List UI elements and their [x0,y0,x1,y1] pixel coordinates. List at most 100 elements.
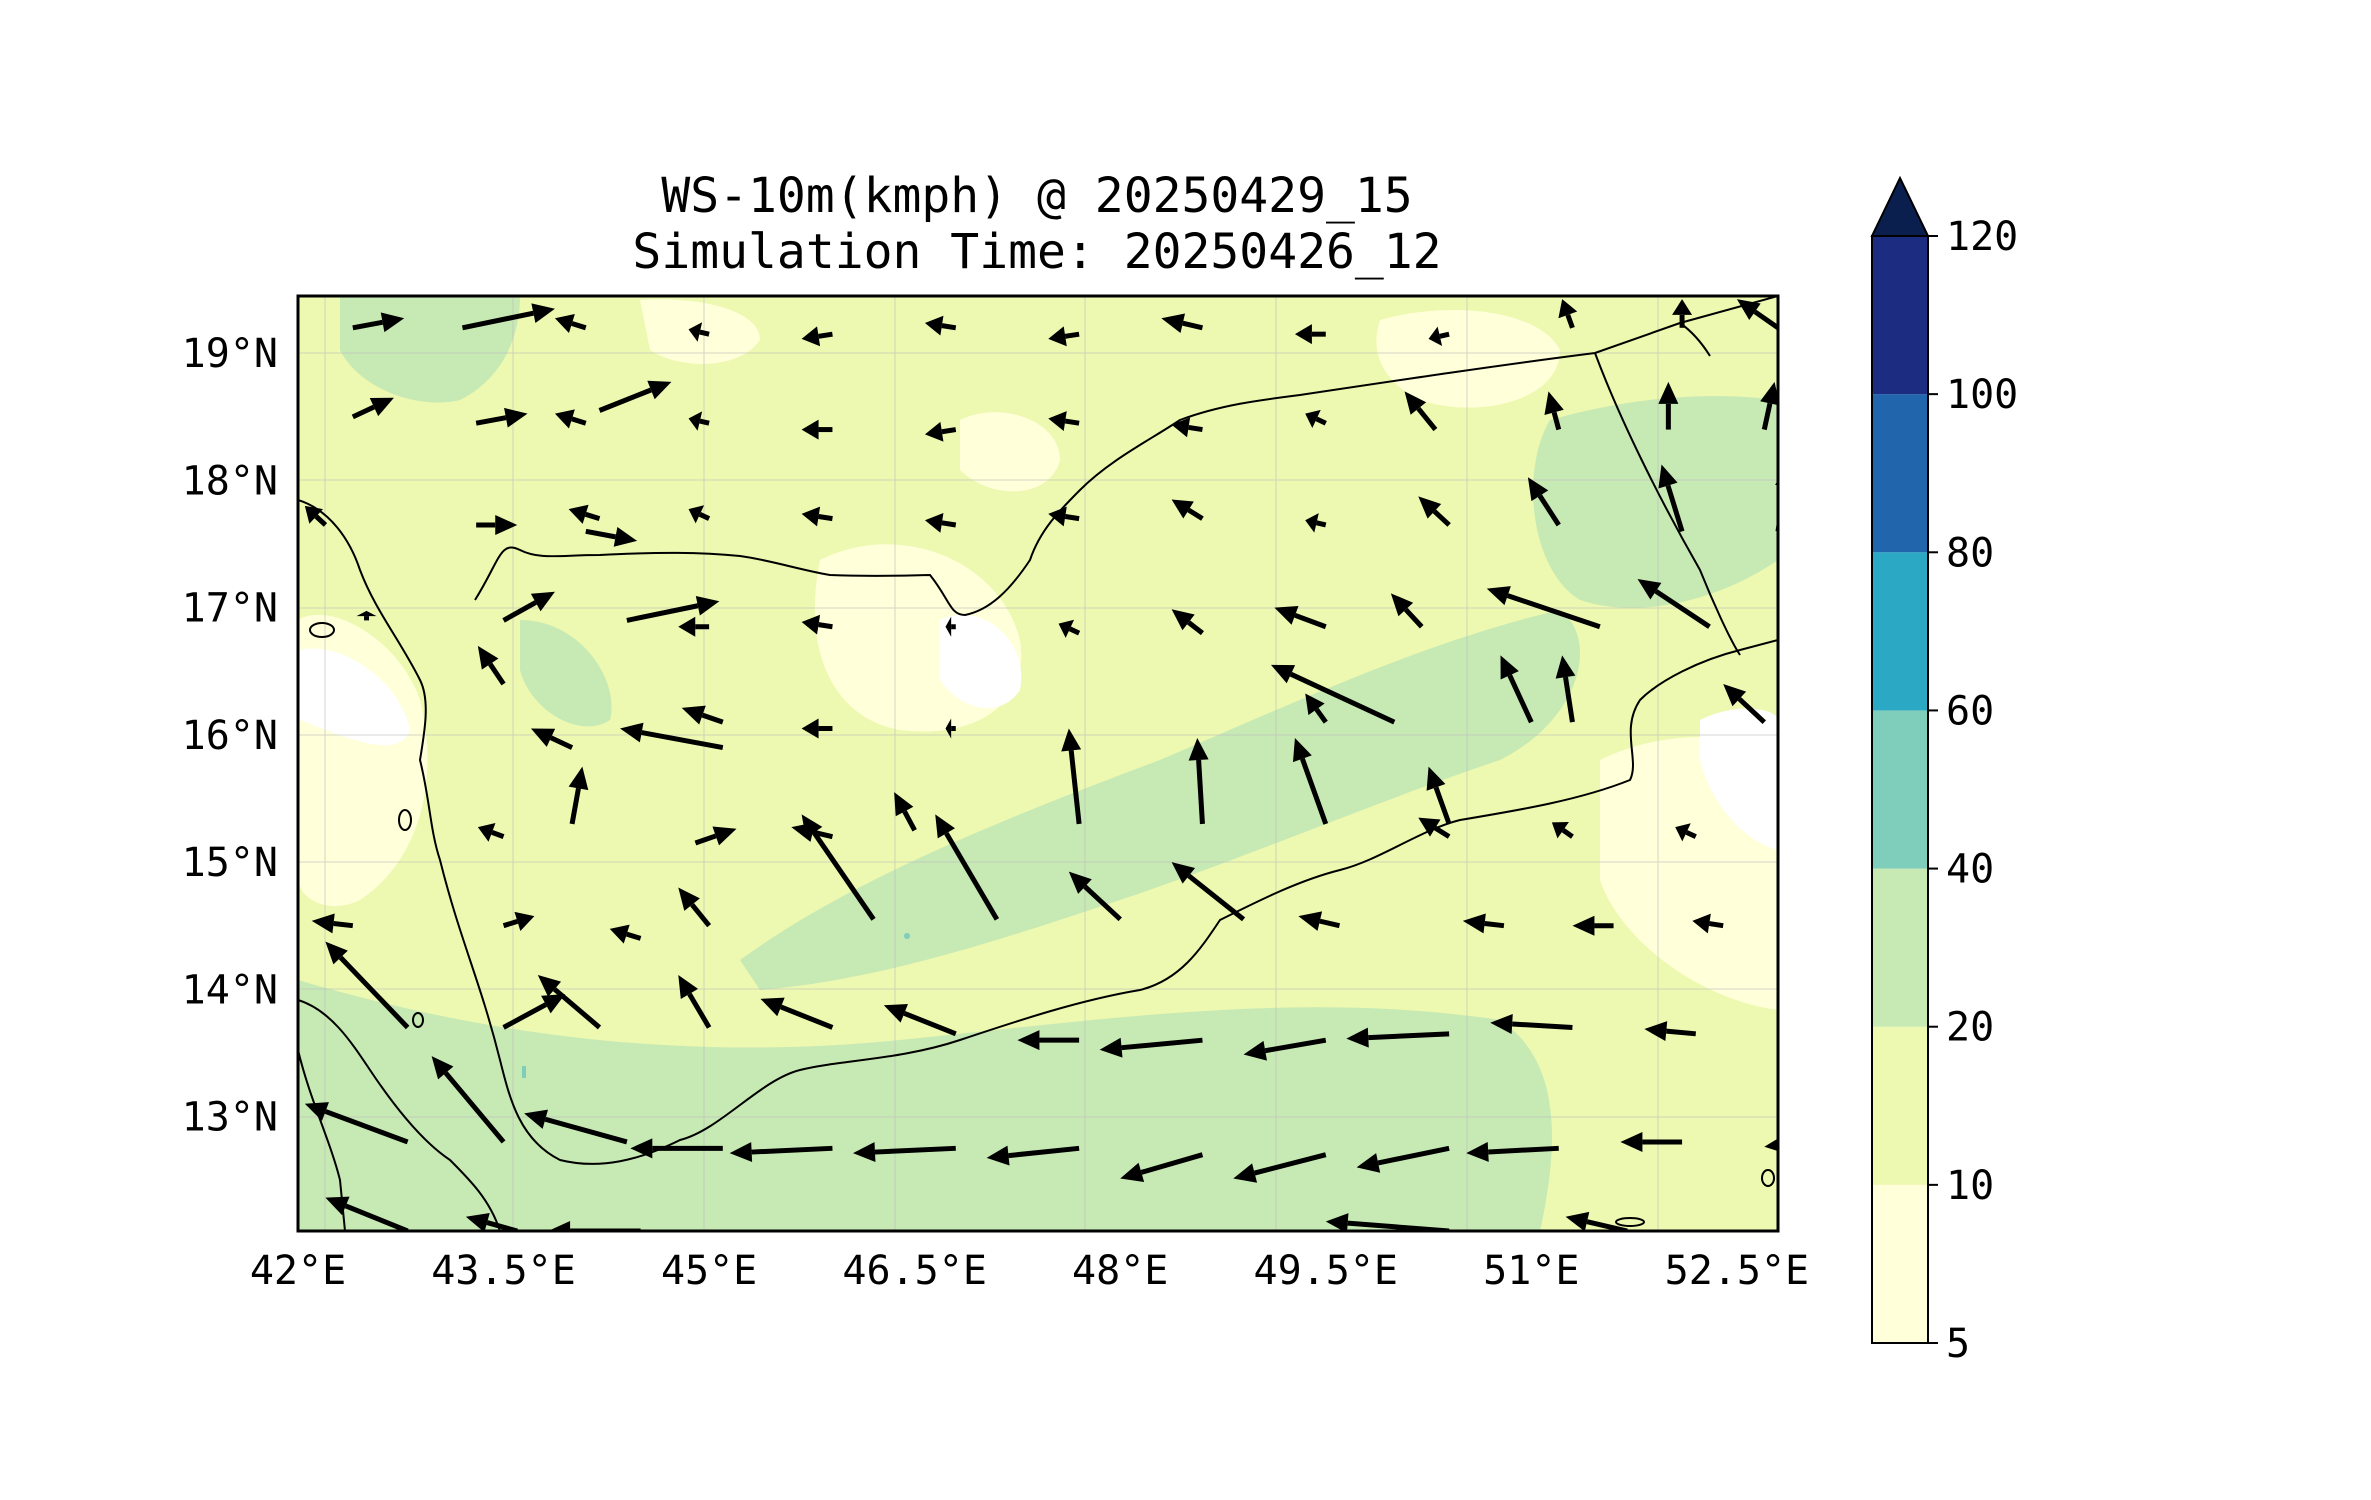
wind-vector-arrow [1390,593,1424,629]
wind-vector-arrow [568,766,589,825]
wind-vector-arrow [1404,391,1438,432]
colorbar: 5 10 20 40 60 80 100 120 [1870,175,2018,1367]
wind-vector-arrow [1418,496,1451,527]
map-title-line2: Simulation Time: 20250426_12 [632,224,1441,280]
wind-vector-arrow [678,974,712,1029]
lat-tick-label: 18°N [182,458,278,504]
wind-vector-arrow [801,419,833,440]
wind-vector-arrow [477,645,506,686]
colorbar-tick-label: 60 [1946,688,1994,734]
lon-tick-label: 48°E [1072,1248,1168,1294]
wind-vector-arrow [1305,693,1328,724]
wind-vector-arrow [924,421,957,442]
wind-vector-arrow [477,822,505,842]
wind-vector-arrow [626,595,720,623]
wind-vector-arrow [1764,1138,1778,1152]
wind-vector-arrow [530,728,574,750]
wind-vector-arrow [1637,579,1711,629]
map-plot-area [298,296,1823,1231]
wind-vector-arrow [1572,915,1614,936]
colorbar-segment [1872,552,1928,711]
wind-vector-arrow [688,411,710,431]
wind-vector-arrow [554,313,587,334]
wind-vector-arrow [630,1138,723,1159]
colorbar-segment [1872,1184,1928,1343]
wind-vector-arrow [924,315,957,336]
wind-vector-arrow [502,994,566,1030]
wind-vector-arrow [894,792,917,832]
wind-vector-arrow [1171,499,1204,521]
wind-vector-arrow [945,616,956,637]
wind-vector-arrow [1048,326,1080,347]
latitude-tick-labels: 19°N 18°N 17°N 16°N 15°N 14°N 13°N [182,331,278,1140]
wind-vector-arrow [1778,1024,1819,1044]
wind-vector-arrow [1527,477,1561,527]
wind-vector-arrow [304,1102,409,1145]
wind-vector-arrow [1120,1152,1204,1183]
wind-vector-arrow [1171,417,1203,438]
wind-speed-spot-40-60 [904,933,910,939]
wind-vector-arrow [1188,738,1209,825]
colorbar-tick-label: 20 [1946,1005,1994,1051]
wind-speed-field-20-40 [298,296,1778,1231]
wind-vector-arrow [475,407,528,428]
wind-vector-arrow [1723,683,1766,724]
wind-vector-arrow [1808,825,1822,840]
lon-tick-label: 46.5°E [842,1248,987,1294]
colorbar-segment [1872,394,1928,553]
map-frame [296,294,1780,1233]
wind-vector-arrow [598,380,672,413]
wind-vector-arrow [356,610,377,621]
wind-vector-arrow [1760,381,1778,431]
wind-vector-arrow [1486,586,1601,630]
wind-vector-arrow [585,527,638,547]
wind-vector-arrow [1544,391,1564,431]
wind-vector-arrow [352,312,405,333]
lat-tick-label: 15°N [182,840,278,886]
lat-tick-label: 13°N [182,1095,278,1141]
wind-vector-arrow [935,814,1000,921]
wind-vector-arrow [678,616,710,637]
colorbar-frame [1871,235,1929,1344]
wind-vector-arrow [1551,821,1574,839]
wind-vector-arrow [1426,766,1452,825]
wind-vector-arrow [1305,409,1327,428]
colorbar-tick-label: 80 [1946,530,1994,576]
wind-vector-arrow [1346,1027,1450,1048]
lon-tick-label: 42°E [250,1248,346,1294]
wind-vector-arrow [688,322,710,342]
colorbar-segment [1872,710,1928,869]
wind-vector-arrow [311,913,354,934]
wind-vector-field [304,299,1823,1231]
wind-vector-arrow [1675,823,1697,842]
wind-vector-arrow [461,303,555,331]
wind-vector-arrow [1490,1013,1573,1034]
lon-tick-label: 51°E [1483,1248,1579,1294]
lat-tick-label: 16°N [182,713,278,759]
wind-vector-arrow [694,826,737,846]
wind-vector-arrow [801,506,833,527]
coastal-islands [309,622,1775,1227]
wind-vector-arrow [1356,1145,1450,1173]
wind-vector-arrow [431,1056,506,1144]
wind-vector-arrow [678,887,712,928]
wind-vector-arrow [1017,1030,1080,1051]
lon-tick-label: 52.5°E [1665,1248,1810,1294]
wind-vector-arrow [1428,326,1450,347]
wind-vector-arrow [1500,655,1534,724]
wind-vector-arrow [853,1142,956,1163]
wind-vector-arrow [1565,1211,1628,1231]
wind-vector-arrow [548,1221,641,1231]
wind-vector-arrow [1803,570,1823,627]
colorbar-tick-label: 5 [1946,1321,1970,1367]
wind-speed-field-below-5 [300,614,1778,850]
wind-vector-arrow [883,1004,957,1037]
wind-vector-arrow [801,718,833,739]
wind-vector-arrow [1462,913,1505,934]
colorbar-segment [1872,868,1928,1027]
wind-vector-arrow [351,397,394,420]
wind-vector-arrow [304,505,328,527]
colorbar-tick-label: 120 [1946,214,2018,260]
wind-vector-arrow [554,409,587,429]
